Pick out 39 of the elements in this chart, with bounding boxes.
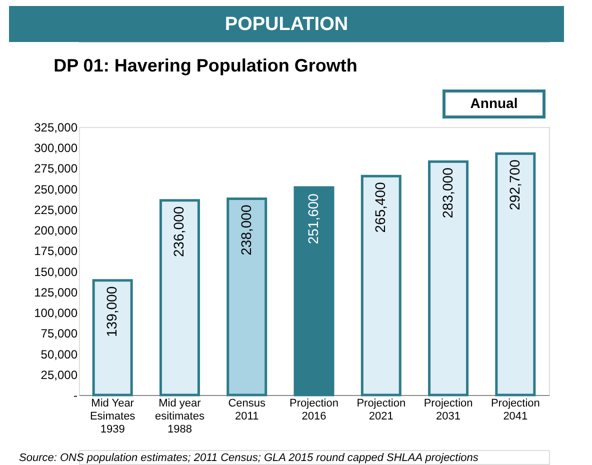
x-tick-label: Census 2011 xyxy=(228,398,266,422)
y-tick-label: 175,000 xyxy=(34,244,78,258)
bar xyxy=(294,186,334,396)
y-tick-label: 25,000 xyxy=(40,368,78,382)
y-tick-label: 300,000 xyxy=(34,141,78,156)
bar xyxy=(428,160,469,396)
data-label: 139,000 xyxy=(104,286,120,337)
y-tick-label: 150,000 xyxy=(34,264,78,279)
bar xyxy=(226,197,268,396)
x-tick-label: Mid year esitimates 1988 xyxy=(154,398,205,436)
y-tick-label: 50,000 xyxy=(40,347,78,362)
data-label: 292,700 xyxy=(506,159,522,210)
y-tick-label: 100,000 xyxy=(34,306,78,320)
bar xyxy=(495,152,536,396)
data-label: 283,000 xyxy=(439,167,456,218)
data-label: 236,000 xyxy=(170,206,187,257)
x-tick-label: Projection 2016 xyxy=(290,398,338,422)
x-tick-label: Mid Year Esimates 1939 xyxy=(90,398,136,436)
data-label: 251,600 xyxy=(305,193,321,244)
y-tick-label: 200,000 xyxy=(34,224,78,238)
chart-title: POPULATION xyxy=(224,14,348,35)
x-tick-label: Projection 2041 xyxy=(490,398,540,422)
x-tick-label: Projection 2031 xyxy=(424,398,473,422)
y-tick-label: 250,000 xyxy=(34,182,78,196)
text: Annual xyxy=(470,95,518,111)
y-tick-label: 225,000 xyxy=(34,202,78,217)
bar xyxy=(92,279,133,396)
y-tick-label: 75,000 xyxy=(40,326,78,341)
data-label: 265,400 xyxy=(372,182,388,233)
bar xyxy=(159,199,200,396)
y-tick-label: 275,000 xyxy=(34,162,78,176)
source-note: Source: ONS population estimates; 2011 Census; GLA 2015 round capped SHLAA projections xyxy=(19,452,479,464)
data-label: 238,000 xyxy=(238,204,254,256)
chart-subtitle: DP 01: Havering Population Growth xyxy=(54,56,358,76)
y-tick-label: 325,000 xyxy=(34,120,78,134)
bar xyxy=(360,174,402,396)
y-tick-label: - xyxy=(74,388,78,402)
y-tick-label: 125,000 xyxy=(34,285,78,300)
x-tick-label: Projection 2021 xyxy=(356,398,406,422)
